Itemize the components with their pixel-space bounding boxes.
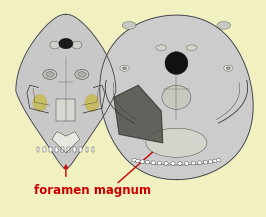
Ellipse shape	[50, 41, 60, 49]
Ellipse shape	[120, 65, 129, 71]
Bar	[92, 147, 94, 151]
Ellipse shape	[59, 38, 73, 49]
Bar	[80, 147, 82, 151]
Ellipse shape	[178, 162, 182, 165]
Polygon shape	[114, 85, 163, 143]
Bar	[61, 147, 64, 151]
Ellipse shape	[186, 45, 197, 50]
Ellipse shape	[146, 128, 207, 157]
Bar	[43, 147, 45, 151]
Ellipse shape	[226, 67, 230, 69]
Ellipse shape	[191, 161, 196, 165]
Ellipse shape	[217, 21, 231, 29]
Ellipse shape	[123, 67, 126, 69]
Polygon shape	[16, 14, 116, 168]
Ellipse shape	[132, 158, 136, 162]
Bar	[67, 147, 70, 151]
Ellipse shape	[140, 160, 144, 163]
Ellipse shape	[33, 94, 47, 111]
Bar	[55, 147, 58, 151]
Ellipse shape	[122, 21, 136, 29]
Ellipse shape	[151, 161, 155, 165]
Ellipse shape	[145, 160, 150, 164]
Ellipse shape	[165, 52, 188, 74]
Ellipse shape	[157, 161, 162, 165]
Polygon shape	[100, 15, 253, 180]
Text: foramen magnum: foramen magnum	[34, 184, 151, 197]
Polygon shape	[52, 132, 80, 153]
Ellipse shape	[216, 158, 221, 162]
Ellipse shape	[203, 160, 208, 164]
Ellipse shape	[75, 69, 89, 79]
Bar	[56, 99, 75, 121]
Bar	[49, 147, 52, 151]
Ellipse shape	[197, 161, 202, 165]
Ellipse shape	[85, 94, 99, 111]
Ellipse shape	[185, 161, 189, 165]
Ellipse shape	[78, 72, 86, 77]
Ellipse shape	[72, 41, 82, 49]
Bar	[37, 147, 39, 151]
Ellipse shape	[208, 160, 213, 163]
Ellipse shape	[46, 72, 54, 77]
Ellipse shape	[171, 162, 175, 165]
Ellipse shape	[162, 85, 191, 109]
Ellipse shape	[136, 159, 140, 163]
Bar	[86, 147, 88, 151]
Bar	[73, 147, 76, 151]
Ellipse shape	[224, 65, 233, 71]
Ellipse shape	[156, 45, 167, 50]
Ellipse shape	[43, 69, 57, 79]
Ellipse shape	[213, 159, 217, 163]
Ellipse shape	[164, 161, 168, 165]
